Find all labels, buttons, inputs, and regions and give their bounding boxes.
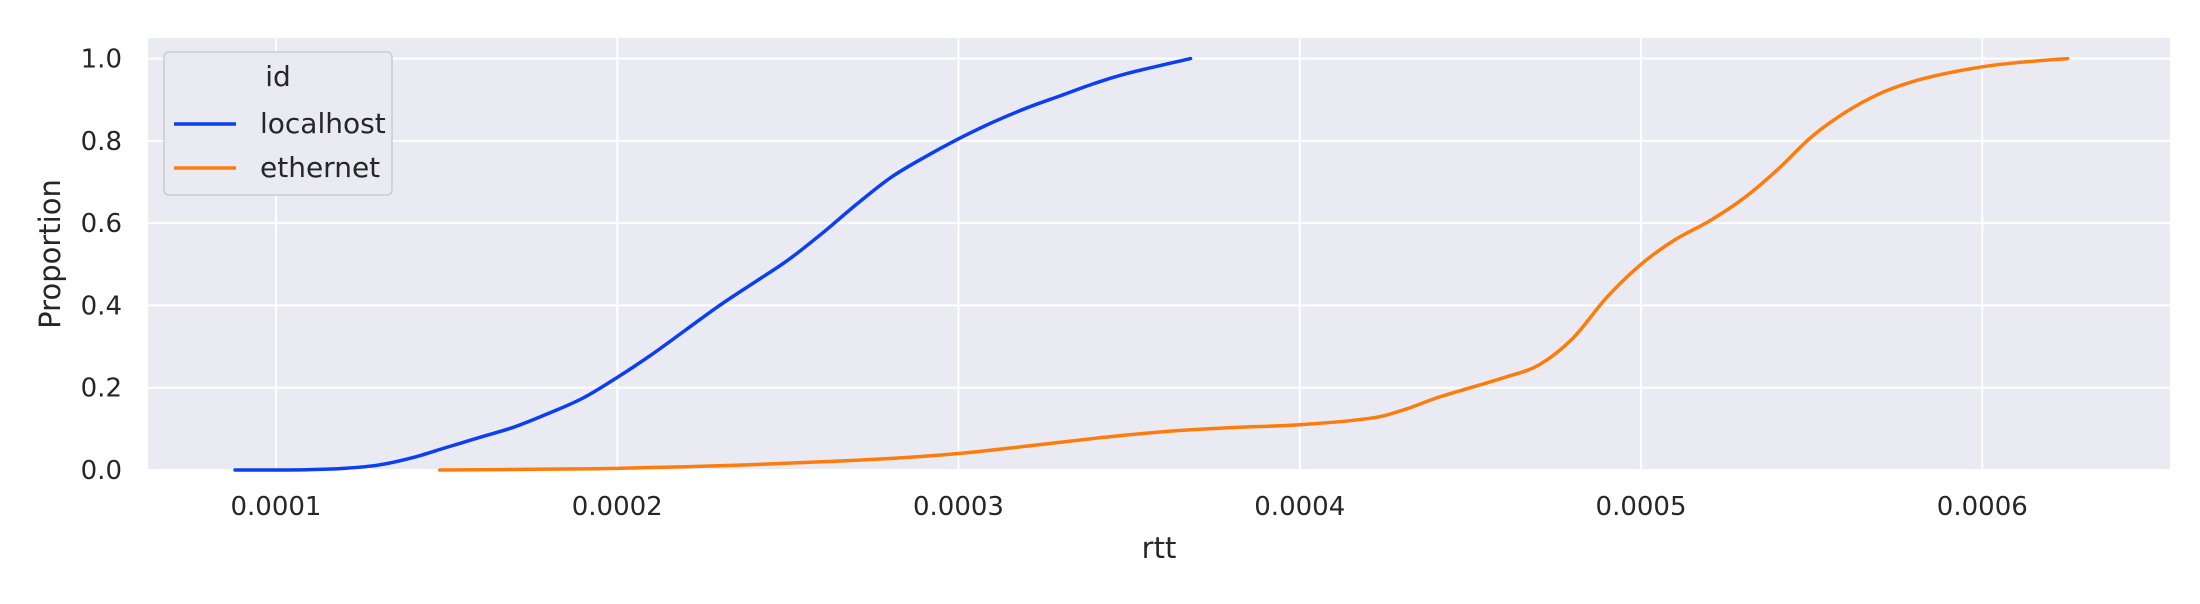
x-axis-label: rtt	[1142, 531, 1177, 565]
x-tick-label: 0.0002	[572, 492, 663, 522]
legend-label-ethernet: ethernet	[260, 151, 380, 184]
x-tick-label: 0.0005	[1596, 492, 1687, 522]
legend: id localhost ethernet	[163, 51, 393, 196]
series-line-localhost	[233, 56, 1193, 472]
y-tick-labels: 0.0 0.2 0.4 0.6 0.8 1.0	[81, 45, 122, 486]
legend-box	[163, 51, 393, 196]
x-tick-labels: 0.0001 0.0002 0.0003 0.0004 0.0005 0.0006	[230, 492, 2027, 522]
y-tick-label: 0.8	[81, 127, 122, 157]
x-tick-label: 0.0003	[913, 492, 1004, 522]
series-lines	[233, 56, 2070, 472]
x-gridlines	[274, 38, 1984, 470]
x-tick-label: 0.0006	[1937, 492, 2028, 522]
series-line-ethernet	[438, 56, 2070, 472]
x-tick-label: 0.0001	[230, 492, 321, 522]
y-tick-label: 0.6	[81, 209, 122, 239]
y-tick-label: 1.0	[81, 45, 122, 75]
legend-label-localhost: localhost	[260, 107, 386, 140]
y-axis-label: Proportion	[33, 179, 67, 329]
plot-background	[148, 38, 2170, 470]
x-tick-label: 0.0004	[1254, 492, 1345, 522]
y-tick-label: 0.4	[81, 291, 122, 321]
y-tick-label: 0.0	[81, 456, 122, 486]
y-tick-label: 0.2	[81, 374, 122, 404]
legend-title: id	[265, 60, 291, 93]
